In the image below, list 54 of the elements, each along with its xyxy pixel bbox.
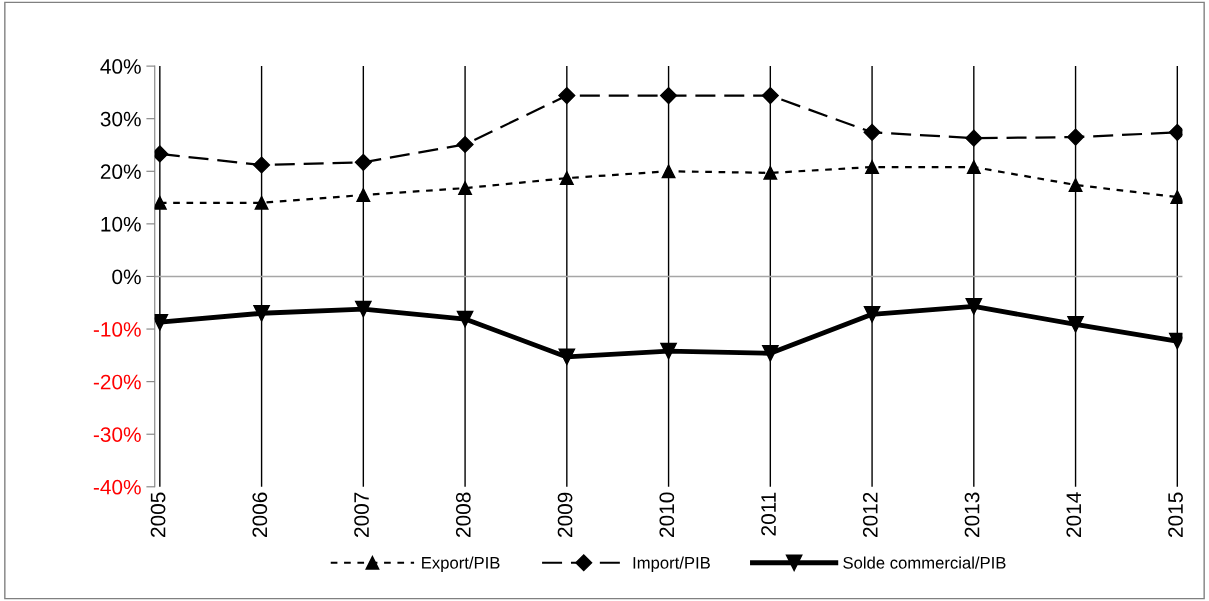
point: [761, 87, 779, 105]
point: [1168, 332, 1183, 350]
y-tick-label: 40%: [100, 59, 141, 74]
y-tick-label: 10%: [101, 216, 141, 232]
x-tick-label: 2015: [1168, 492, 1183, 537]
y-tick-label: 20%: [100, 164, 141, 180]
y-tick-label: 0%: [112, 269, 141, 285]
point: [865, 160, 880, 175]
x-tick-label: 2011: [761, 492, 776, 536]
point: [558, 87, 576, 105]
x-tick-label: 2005: [150, 492, 166, 537]
y-tick-label: -40%: [93, 479, 141, 495]
point: [660, 87, 678, 105]
point: [863, 305, 881, 323]
point: [559, 171, 574, 186]
point: [1068, 178, 1083, 192]
point: [253, 304, 270, 322]
point: [154, 195, 167, 210]
point: [356, 188, 371, 202]
point: [253, 156, 271, 174]
point: [458, 181, 473, 196]
x-tick-label: 2014: [1066, 492, 1082, 537]
legend-label: Export/PIB: [422, 556, 500, 573]
point: [1067, 315, 1084, 333]
point: [966, 160, 981, 175]
x-tick-label: 2009: [557, 492, 573, 537]
point: [355, 300, 372, 318]
point: [661, 164, 676, 179]
point: [558, 348, 576, 366]
point: [863, 123, 881, 141]
x-tick-label: 2007: [354, 492, 369, 537]
point: [154, 313, 169, 331]
x-tick-label: 2013: [964, 492, 980, 537]
point: [965, 298, 983, 315]
x-tick-label: 2010: [659, 492, 675, 537]
y-tick-label: 30%: [100, 111, 141, 127]
y-tick-label: -10%: [93, 322, 141, 337]
point: [1067, 128, 1085, 146]
legend-label: Solde commercial/PIB: [843, 556, 1006, 569]
legend-label: Import/PIB: [633, 556, 710, 573]
point: [354, 153, 372, 171]
x-tick-label: 2006: [252, 492, 268, 537]
point: [763, 165, 778, 180]
point: [965, 129, 983, 147]
point: [456, 310, 474, 328]
point: [660, 342, 677, 360]
y-tick-label: -30%: [93, 427, 141, 442]
point: [761, 344, 779, 362]
point: [1170, 190, 1183, 204]
y-tick-label: -20%: [93, 374, 141, 390]
point: [254, 195, 269, 210]
x-tick-label: 2012: [862, 492, 878, 537]
x-tick-label: 2008: [455, 492, 471, 537]
point: [456, 135, 474, 154]
